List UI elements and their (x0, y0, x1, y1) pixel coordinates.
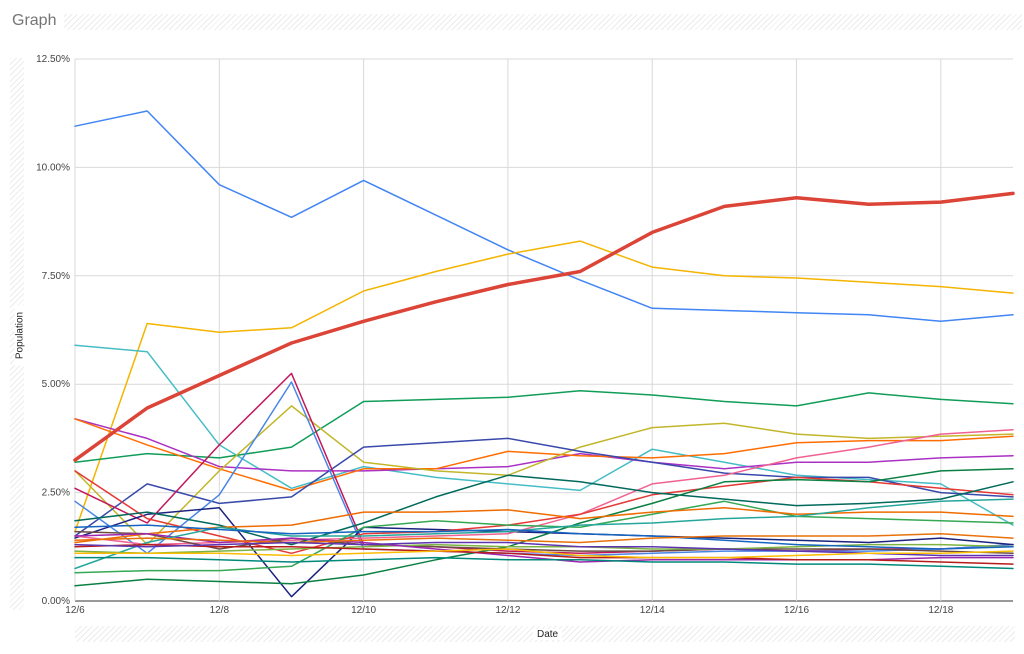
y-tick-label: 10.00% (36, 162, 70, 173)
y-axis-label: Population (14, 305, 26, 366)
title-hatch-decoration (60, 14, 1022, 30)
series-line-7 (74, 418, 1014, 492)
x-tick-label: 12/6 (65, 605, 85, 616)
series-line-9 (74, 437, 1014, 537)
series-line-6 (74, 418, 1014, 472)
series-line-18 (74, 507, 1014, 544)
x-tick-label: 12/18 (928, 605, 953, 616)
x-tick-label: 12/12 (495, 605, 520, 616)
series-line-27 (74, 548, 1014, 559)
series-line-11 (74, 381, 1014, 557)
series-line-3 (73, 191, 1015, 462)
y-tick-label: 0.00% (42, 596, 70, 607)
series-line-2 (74, 240, 1014, 533)
series-line-23 (74, 543, 1014, 565)
series-line-16 (74, 468, 1014, 587)
series-line-25 (74, 533, 1014, 544)
series-line-24 (74, 524, 1014, 550)
y-tick-label: 7.50% (42, 271, 70, 282)
page-title: Graph (12, 12, 65, 30)
x-axis-label: Date (533, 629, 563, 640)
y-tick-label: 5.00% (42, 379, 70, 390)
series-line-8 (74, 405, 1014, 546)
title-bar: Graph (0, 0, 1024, 44)
series-line-12 (74, 507, 1014, 598)
series-line-1 (74, 110, 1014, 323)
series-line-17 (74, 500, 1014, 574)
y-tick-label: 12.50% (36, 54, 70, 65)
series-line-20 (74, 543, 1014, 555)
y-tick-label: 2.50% (42, 488, 70, 499)
x-tick-label: 12/8 (210, 605, 230, 616)
series-line-28 (74, 556, 1014, 570)
x-tick-label: 12/14 (640, 605, 665, 616)
series-line-4 (74, 344, 1014, 526)
x-tick-label: 12/16 (784, 605, 809, 616)
series-line-5 (74, 389, 1014, 463)
series-line-22 (74, 498, 1014, 570)
x-tick-label: 12/10 (351, 605, 376, 616)
